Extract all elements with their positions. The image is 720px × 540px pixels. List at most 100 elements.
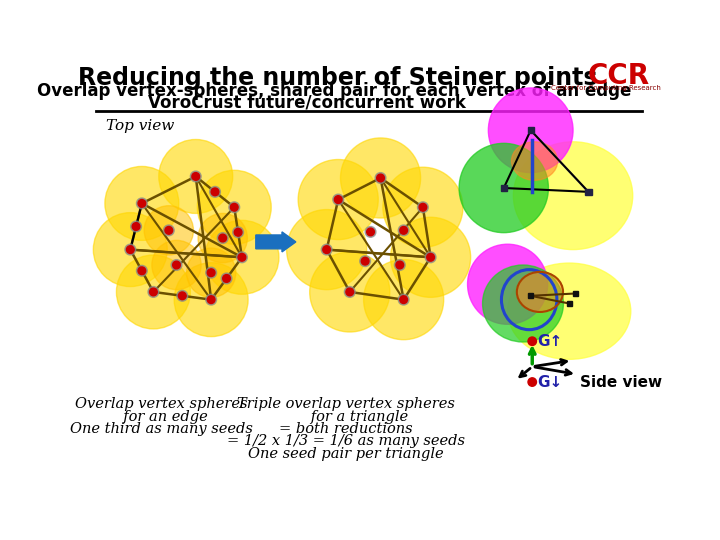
Bar: [500, 185, 507, 191]
Circle shape: [105, 166, 179, 240]
Text: Reducing the number of Steiner points: Reducing the number of Steiner points: [78, 66, 598, 90]
Circle shape: [366, 228, 374, 236]
Circle shape: [398, 294, 409, 305]
Bar: [528, 294, 533, 298]
Bar: [567, 301, 572, 306]
Bar: [573, 291, 577, 296]
Circle shape: [365, 226, 376, 237]
Circle shape: [383, 167, 463, 247]
Circle shape: [459, 143, 549, 233]
Circle shape: [418, 202, 428, 213]
Circle shape: [333, 194, 343, 205]
Circle shape: [197, 170, 271, 244]
Text: Center for Computing Research: Center for Computing Research: [552, 85, 661, 91]
Circle shape: [346, 288, 354, 296]
Circle shape: [192, 173, 199, 180]
Circle shape: [207, 269, 215, 276]
Circle shape: [171, 260, 182, 271]
Text: Triple overlap vertex spheres: Triple overlap vertex spheres: [237, 397, 455, 411]
Circle shape: [177, 291, 188, 301]
Circle shape: [238, 253, 246, 261]
Circle shape: [210, 186, 220, 197]
Circle shape: [217, 233, 228, 244]
FancyArrow shape: [256, 232, 296, 252]
Circle shape: [165, 226, 173, 234]
Circle shape: [125, 244, 135, 255]
Text: Overlap vertex-spheres, shared pair for each vertex of an edge: Overlap vertex-spheres, shared pair for …: [37, 82, 631, 100]
Circle shape: [198, 213, 248, 262]
Circle shape: [467, 244, 548, 325]
Circle shape: [361, 257, 369, 265]
Circle shape: [395, 260, 405, 271]
Text: CCR: CCR: [588, 62, 650, 90]
Text: One seed pair per triangle: One seed pair per triangle: [248, 447, 444, 461]
Circle shape: [117, 255, 190, 329]
Circle shape: [427, 253, 434, 261]
Circle shape: [528, 378, 536, 386]
Bar: [528, 127, 534, 133]
Ellipse shape: [482, 265, 564, 342]
Circle shape: [390, 217, 471, 298]
Circle shape: [488, 88, 573, 173]
Circle shape: [222, 275, 230, 282]
Circle shape: [219, 234, 227, 242]
Text: G↑: G↑: [538, 334, 563, 349]
Circle shape: [132, 222, 140, 231]
Circle shape: [298, 159, 378, 240]
Circle shape: [174, 262, 248, 336]
Circle shape: [131, 221, 141, 232]
Circle shape: [127, 246, 134, 253]
Circle shape: [206, 294, 217, 305]
Circle shape: [148, 287, 159, 298]
Circle shape: [206, 267, 217, 278]
Circle shape: [323, 246, 330, 253]
Text: VoroCrust future/concurrent work: VoroCrust future/concurrent work: [148, 93, 467, 112]
Circle shape: [144, 206, 194, 255]
Circle shape: [528, 337, 536, 346]
Ellipse shape: [517, 272, 563, 312]
Circle shape: [364, 260, 444, 340]
Circle shape: [230, 204, 238, 211]
Circle shape: [400, 296, 408, 303]
Text: Side view: Side view: [580, 375, 662, 389]
Circle shape: [137, 265, 148, 276]
Ellipse shape: [513, 142, 633, 249]
Circle shape: [173, 261, 180, 269]
Circle shape: [179, 292, 186, 300]
Ellipse shape: [508, 263, 631, 359]
Circle shape: [152, 240, 201, 289]
Circle shape: [190, 171, 201, 182]
Text: Overlap vertex spheres: Overlap vertex spheres: [75, 397, 248, 411]
Text: G↓: G↓: [538, 375, 563, 389]
Text: for an edge: for an edge: [114, 410, 208, 424]
Circle shape: [419, 204, 427, 211]
Circle shape: [237, 252, 248, 262]
Circle shape: [211, 188, 219, 195]
Circle shape: [205, 220, 279, 294]
Circle shape: [334, 195, 342, 204]
Circle shape: [150, 288, 157, 296]
Circle shape: [360, 256, 371, 267]
Circle shape: [234, 228, 242, 236]
Circle shape: [221, 273, 232, 284]
Circle shape: [207, 296, 215, 303]
Circle shape: [229, 202, 240, 213]
Circle shape: [233, 227, 243, 238]
Circle shape: [94, 213, 167, 287]
Circle shape: [426, 252, 436, 262]
Circle shape: [310, 252, 390, 332]
Circle shape: [321, 244, 332, 255]
Text: for a triangle: for a triangle: [284, 410, 408, 424]
Text: = 1/2 x 1/3 = 1/6 as many seeds: = 1/2 x 1/3 = 1/6 as many seeds: [227, 434, 465, 448]
Circle shape: [138, 267, 145, 275]
Circle shape: [287, 210, 366, 289]
Circle shape: [400, 226, 408, 234]
Circle shape: [344, 287, 355, 298]
Circle shape: [137, 198, 148, 209]
Circle shape: [163, 225, 174, 236]
Bar: [585, 189, 592, 195]
Circle shape: [396, 261, 404, 269]
Circle shape: [375, 173, 386, 184]
Circle shape: [341, 138, 420, 218]
Circle shape: [398, 225, 409, 236]
